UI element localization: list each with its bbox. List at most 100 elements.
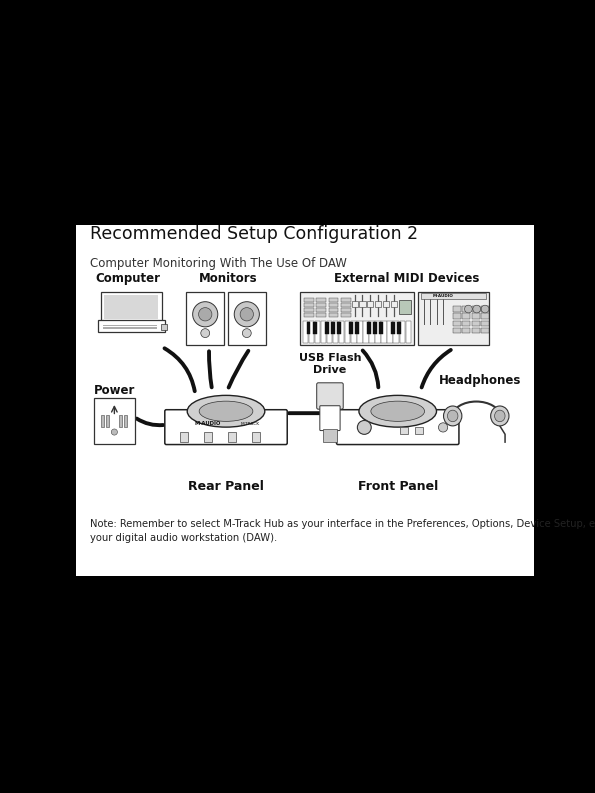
Text: Power: Power	[93, 384, 135, 396]
FancyBboxPatch shape	[481, 306, 489, 312]
FancyBboxPatch shape	[472, 320, 480, 326]
FancyBboxPatch shape	[119, 415, 123, 427]
Text: Note: Remember to select M-Track Hub as your interface in the Preferences, Optio: Note: Remember to select M-Track Hub as …	[90, 519, 595, 543]
FancyBboxPatch shape	[321, 321, 327, 343]
Ellipse shape	[199, 401, 253, 421]
FancyBboxPatch shape	[304, 298, 314, 301]
FancyBboxPatch shape	[387, 321, 393, 343]
FancyBboxPatch shape	[453, 328, 461, 333]
Ellipse shape	[359, 396, 437, 427]
FancyBboxPatch shape	[165, 410, 287, 445]
FancyBboxPatch shape	[418, 292, 488, 346]
FancyBboxPatch shape	[393, 321, 399, 343]
FancyBboxPatch shape	[304, 313, 314, 317]
FancyBboxPatch shape	[397, 322, 401, 334]
FancyBboxPatch shape	[349, 322, 353, 334]
Ellipse shape	[187, 396, 265, 427]
FancyBboxPatch shape	[481, 313, 489, 319]
FancyBboxPatch shape	[161, 324, 167, 330]
FancyBboxPatch shape	[325, 322, 328, 334]
FancyBboxPatch shape	[462, 306, 470, 312]
FancyBboxPatch shape	[317, 308, 326, 312]
FancyBboxPatch shape	[327, 321, 333, 343]
FancyBboxPatch shape	[383, 301, 389, 307]
FancyBboxPatch shape	[481, 328, 489, 333]
Text: Monitors: Monitors	[199, 272, 258, 285]
FancyBboxPatch shape	[364, 321, 368, 343]
FancyBboxPatch shape	[421, 293, 486, 298]
FancyBboxPatch shape	[313, 322, 317, 334]
Circle shape	[481, 305, 489, 313]
Circle shape	[240, 308, 253, 321]
Text: Recommended Setup Configuration 2: Recommended Setup Configuration 2	[90, 225, 418, 243]
Circle shape	[199, 308, 212, 321]
FancyBboxPatch shape	[317, 298, 326, 301]
FancyBboxPatch shape	[399, 300, 411, 314]
FancyBboxPatch shape	[315, 321, 320, 343]
FancyBboxPatch shape	[351, 321, 356, 343]
FancyBboxPatch shape	[322, 429, 337, 442]
FancyBboxPatch shape	[98, 320, 165, 332]
FancyBboxPatch shape	[462, 320, 470, 326]
FancyBboxPatch shape	[304, 303, 314, 307]
Text: M-AUDIO: M-AUDIO	[433, 294, 453, 298]
Text: Computer: Computer	[95, 272, 160, 285]
FancyBboxPatch shape	[472, 313, 480, 319]
Ellipse shape	[371, 401, 425, 421]
FancyBboxPatch shape	[472, 306, 480, 312]
FancyBboxPatch shape	[415, 427, 423, 435]
FancyBboxPatch shape	[124, 415, 127, 427]
FancyBboxPatch shape	[453, 306, 461, 312]
Circle shape	[242, 328, 251, 338]
FancyBboxPatch shape	[76, 224, 534, 577]
FancyBboxPatch shape	[227, 292, 266, 346]
FancyBboxPatch shape	[300, 292, 414, 346]
FancyBboxPatch shape	[317, 313, 326, 317]
FancyBboxPatch shape	[462, 328, 470, 333]
FancyBboxPatch shape	[341, 308, 350, 312]
FancyBboxPatch shape	[328, 308, 338, 312]
Circle shape	[234, 301, 259, 327]
Ellipse shape	[443, 406, 462, 426]
FancyBboxPatch shape	[304, 308, 314, 312]
FancyBboxPatch shape	[309, 321, 314, 343]
FancyBboxPatch shape	[331, 322, 334, 334]
FancyBboxPatch shape	[481, 320, 489, 326]
FancyBboxPatch shape	[204, 431, 212, 442]
FancyBboxPatch shape	[379, 322, 383, 334]
FancyBboxPatch shape	[453, 313, 461, 319]
FancyBboxPatch shape	[303, 321, 308, 343]
FancyBboxPatch shape	[104, 294, 158, 319]
Ellipse shape	[494, 410, 505, 422]
Circle shape	[111, 429, 117, 435]
FancyBboxPatch shape	[328, 303, 338, 307]
FancyBboxPatch shape	[337, 410, 459, 445]
FancyBboxPatch shape	[317, 303, 326, 307]
FancyBboxPatch shape	[381, 321, 387, 343]
FancyBboxPatch shape	[101, 415, 104, 427]
Circle shape	[465, 305, 472, 313]
Circle shape	[358, 420, 371, 435]
FancyBboxPatch shape	[367, 301, 374, 307]
FancyBboxPatch shape	[400, 427, 408, 435]
Text: Rear Panel: Rear Panel	[188, 480, 264, 492]
FancyBboxPatch shape	[352, 301, 358, 307]
FancyBboxPatch shape	[373, 322, 377, 334]
FancyBboxPatch shape	[392, 322, 395, 334]
Text: USB Flash
Drive: USB Flash Drive	[299, 353, 361, 374]
FancyBboxPatch shape	[345, 321, 350, 343]
Circle shape	[201, 328, 209, 338]
FancyBboxPatch shape	[367, 322, 371, 334]
Text: Headphones: Headphones	[439, 374, 521, 386]
Ellipse shape	[491, 406, 509, 426]
FancyBboxPatch shape	[320, 406, 340, 431]
Circle shape	[193, 301, 218, 327]
FancyBboxPatch shape	[101, 292, 161, 322]
FancyBboxPatch shape	[472, 328, 480, 333]
Ellipse shape	[447, 410, 458, 422]
FancyBboxPatch shape	[359, 301, 365, 307]
FancyBboxPatch shape	[375, 321, 381, 343]
Circle shape	[473, 305, 481, 313]
FancyBboxPatch shape	[369, 321, 375, 343]
FancyBboxPatch shape	[462, 313, 470, 319]
